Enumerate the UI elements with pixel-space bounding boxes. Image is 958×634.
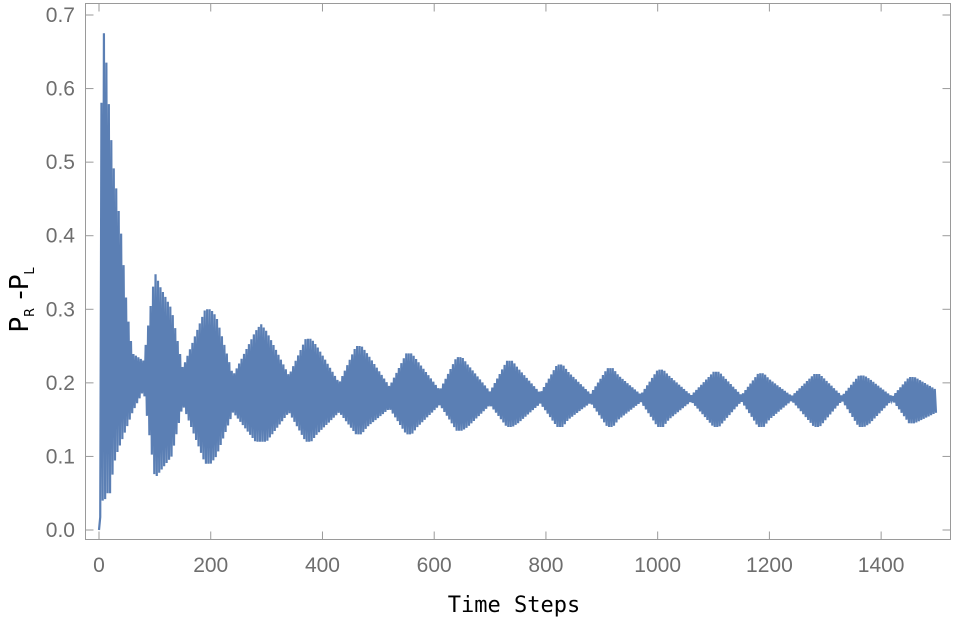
x-tick-label: 1400 <box>858 554 905 577</box>
y-label-sub-l: L <box>23 267 38 275</box>
y-axis-ticks: 0.0 0.1 0.2 0.3 0.4 0.5 0.6 0.7 <box>46 4 951 542</box>
x-tick-label: 400 <box>305 554 340 577</box>
y-tick-label: 0.5 <box>46 151 75 174</box>
y-tick-label: 0.4 <box>46 225 76 248</box>
y-tick-label: 0.0 <box>46 519 75 542</box>
x-tick-label: 600 <box>417 554 452 577</box>
x-tick-label: 1000 <box>634 554 681 577</box>
y-tick-label: 0.7 <box>46 4 75 27</box>
x-tick-label: 200 <box>193 554 228 577</box>
y-label-minus-p: -P <box>5 275 35 308</box>
y-tick-label: 0.6 <box>46 78 75 101</box>
y-tick-label: 0.1 <box>46 445 75 468</box>
x-axis-ticks: 0 200 400 600 800 1000 1200 1400 <box>93 3 905 577</box>
x-tick-label: 0 <box>93 554 105 577</box>
plot-frame <box>85 3 951 540</box>
y-tick-label: 0.2 <box>46 372 75 395</box>
y-tick-label: 0.3 <box>46 298 75 321</box>
x-axis-label: Time Steps <box>448 593 580 618</box>
x-tick-label: 800 <box>528 554 563 577</box>
series-line <box>97 33 938 531</box>
y-label-sub-r: R <box>23 308 38 317</box>
y-axis-label: PR -PL <box>5 267 38 333</box>
y-label-main: P <box>5 317 35 333</box>
x-tick-label: 1200 <box>746 554 793 577</box>
